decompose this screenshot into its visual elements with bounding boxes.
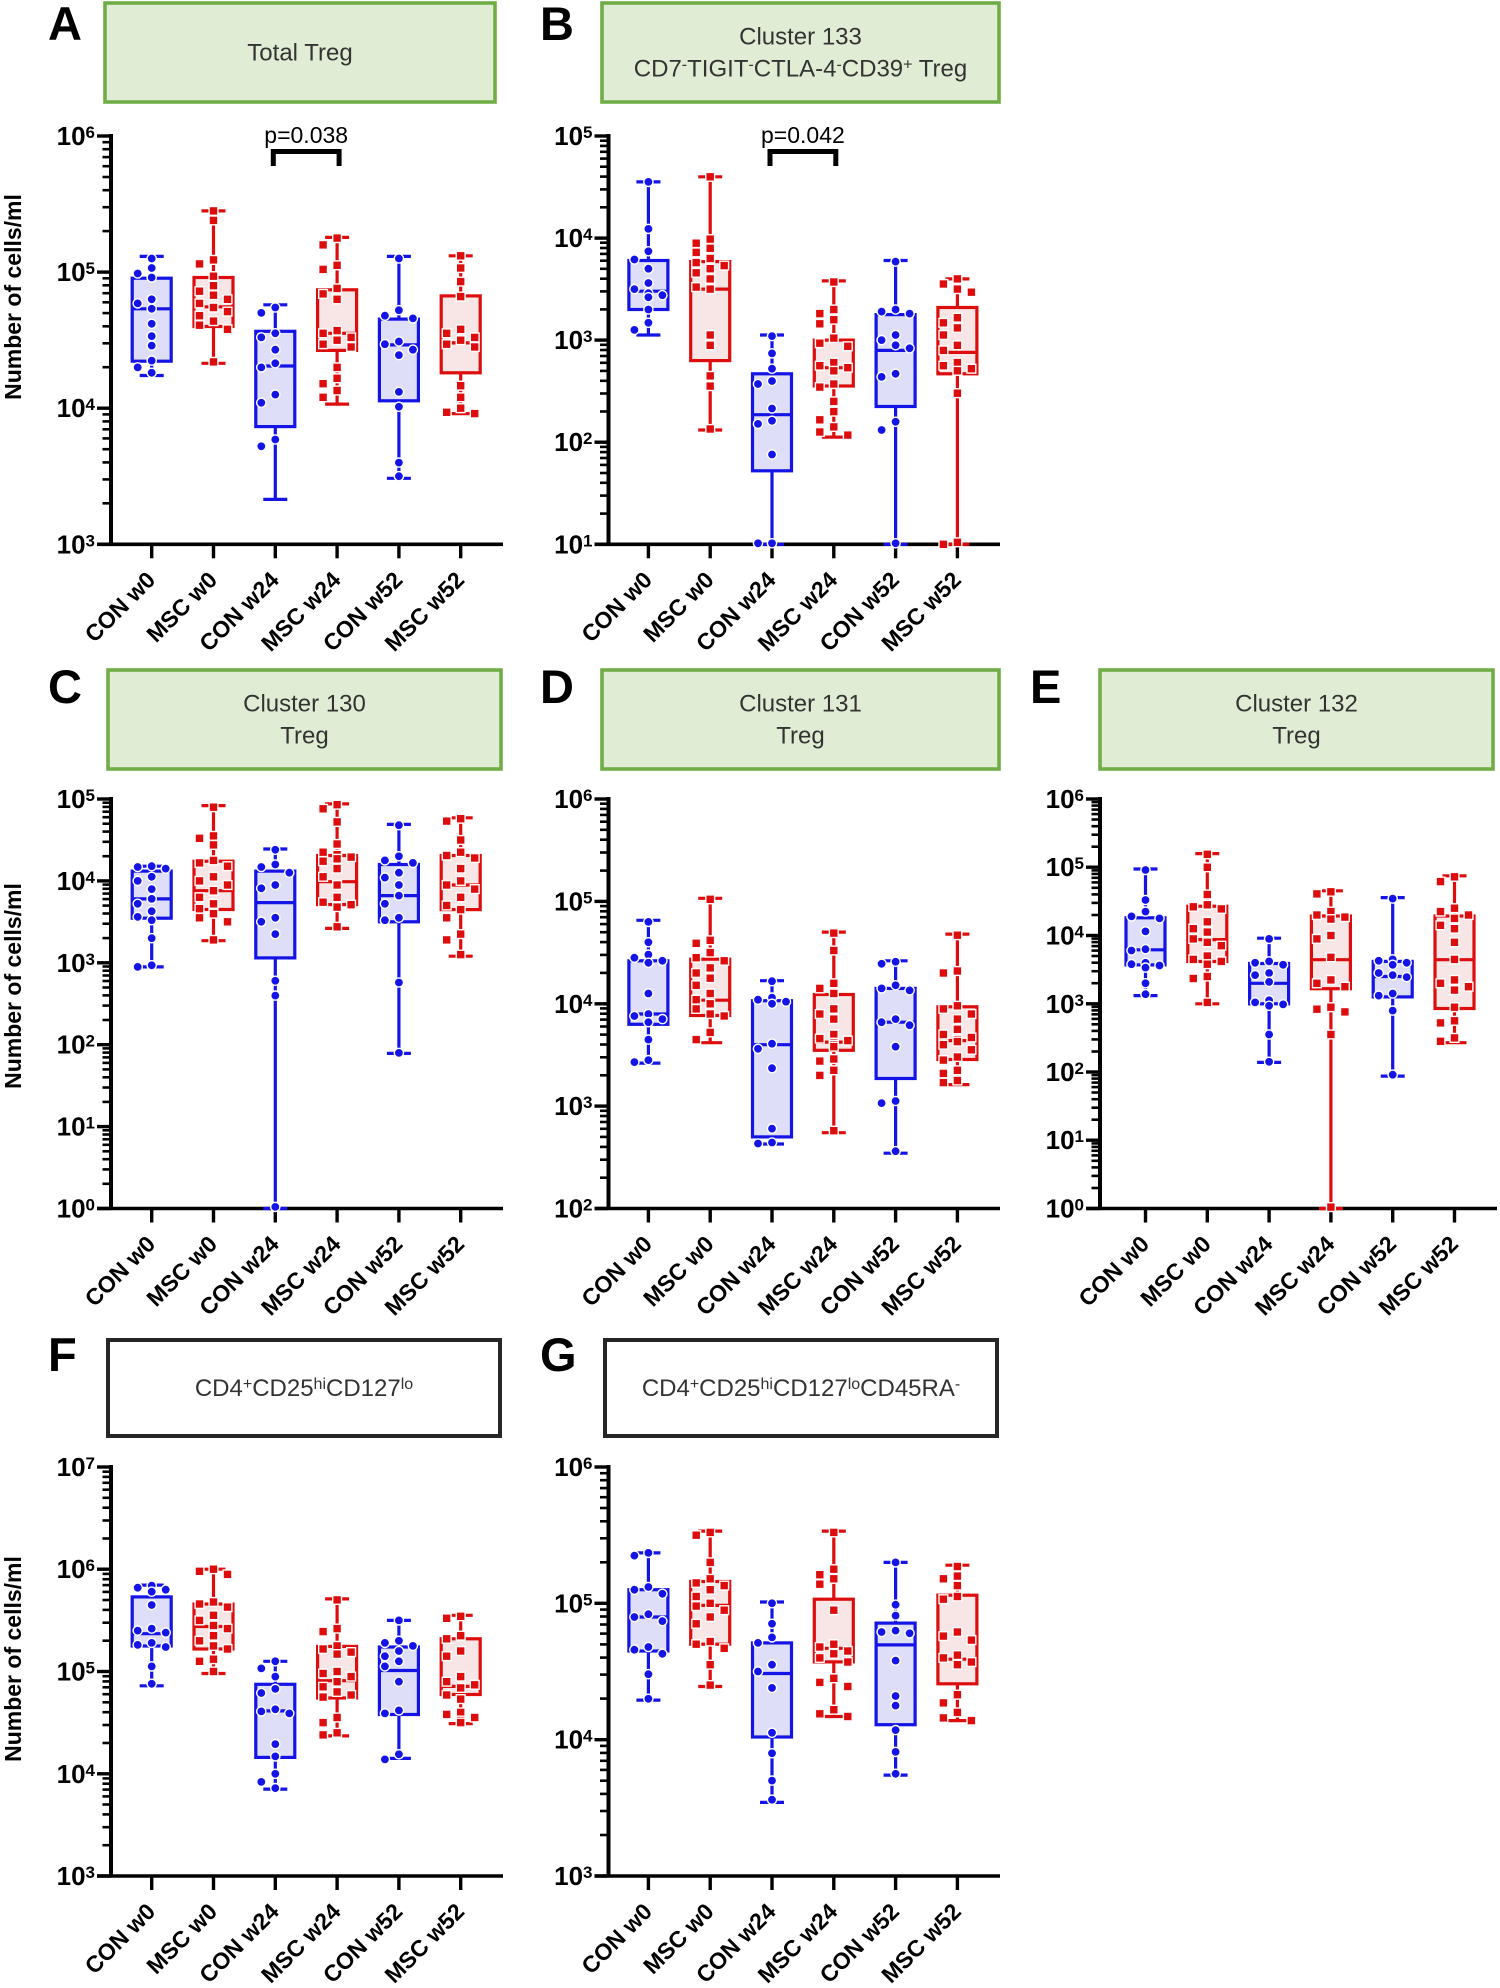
svg-text:p=0.038: p=0.038 — [264, 122, 348, 148]
svg-text:Cluster 131: Cluster 131 — [739, 691, 862, 718]
svg-text:Cluster 132: Cluster 132 — [1235, 691, 1358, 718]
svg-text:Cluster 133: Cluster 133 — [739, 24, 862, 51]
svg-text:A: A — [48, 0, 82, 50]
svg-text:Treg: Treg — [1272, 723, 1320, 750]
svg-text:B: B — [540, 0, 574, 50]
svg-text:F: F — [48, 1328, 77, 1381]
svg-text:Number of cells/ml: Number of cells/ml — [0, 194, 26, 400]
svg-text:CD4+CD25hiCD127lo: CD4+CD25hiCD127lo — [195, 1375, 413, 1402]
svg-text:103: 103 — [554, 325, 592, 355]
svg-text:Cluster 130: Cluster 130 — [243, 691, 366, 718]
svg-text:Total Treg: Total Treg — [247, 40, 352, 67]
svg-text:D: D — [540, 660, 574, 713]
svg-text:Number of cells/ml: Number of cells/ml — [0, 883, 26, 1089]
svg-text:104: 104 — [1046, 921, 1085, 951]
svg-text:p=0.042: p=0.042 — [761, 122, 845, 148]
svg-text:Treg: Treg — [776, 723, 824, 750]
svg-text:CD7-TIGIT-CTLA-4-CD39+ Treg: CD7-TIGIT-CTLA-4-CD39+ Treg — [634, 56, 967, 83]
svg-text:Treg: Treg — [280, 723, 328, 750]
svg-text:G: G — [540, 1328, 577, 1381]
svg-text:CD4+CD25hiCD127loCD45RA-: CD4+CD25hiCD127loCD45RA- — [642, 1375, 960, 1402]
svg-text:E: E — [1030, 660, 1061, 713]
svg-text:Number of cells/ml: Number of cells/ml — [0, 1556, 26, 1762]
svg-text:C: C — [48, 660, 82, 713]
